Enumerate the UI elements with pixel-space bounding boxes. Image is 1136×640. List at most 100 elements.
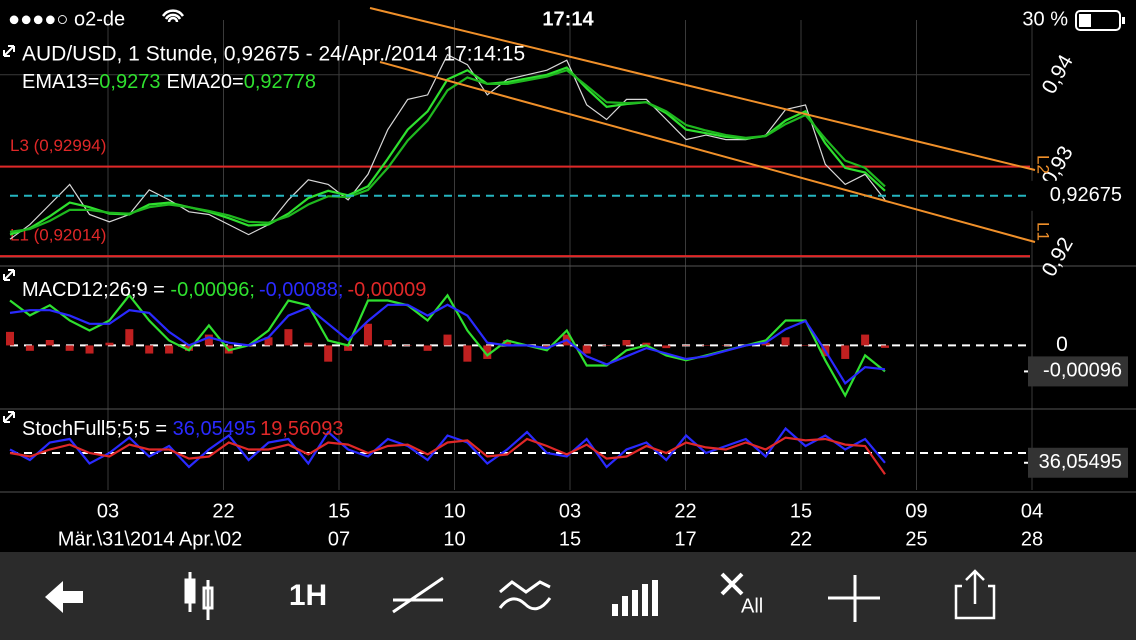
- current-value-box: [1028, 447, 1128, 478]
- wifi-icon: [161, 9, 185, 23]
- battery-percent: 30 %: [1022, 8, 1068, 30]
- ema-label: EMA20=: [166, 71, 243, 93]
- expand-icon[interactable]: [3, 411, 15, 423]
- channel-label: L2: [1034, 155, 1053, 174]
- expand-icon[interactable]: [3, 269, 15, 281]
- histogram-bar: [463, 345, 472, 362]
- indicator-value: -0,00009: [347, 279, 426, 301]
- histogram-bar: [65, 345, 74, 351]
- histogram-bar: [503, 340, 512, 346]
- x-tick-label: 03: [559, 500, 581, 522]
- chart-layer: 03 22 15 10 03 22 15 09 04 Mär.\31\2014 Apr.\02 07…: [0, 20, 1136, 550]
- macd-readout: MACD12;26;9 = -0,00096; -0,00088; -0,00009: [22, 279, 426, 301]
- clear-all-label[interactable]: All: [741, 595, 763, 617]
- x-date-label: 07: [328, 528, 350, 550]
- x-date-label: Mär.\31\2014 Apr.\02: [58, 528, 243, 550]
- histogram-bar: [582, 345, 591, 354]
- indicator-button[interactable]: [498, 580, 552, 611]
- x-date-label: 28: [1021, 528, 1043, 550]
- indicator-value: -0,00088;: [259, 279, 344, 301]
- ema-value: 0,9273: [99, 71, 160, 93]
- histogram-bar: [284, 329, 293, 346]
- histogram-bar: [204, 334, 213, 346]
- clear-all-button[interactable]: All: [720, 572, 763, 617]
- histogram-bar: [383, 340, 392, 346]
- x-tick-label: 15: [790, 500, 812, 522]
- x-tick-label: 15: [328, 500, 350, 522]
- x-tick-label: 10: [443, 500, 465, 522]
- series-line: [9, 426, 886, 469]
- carrier: ●●●●○ o2-de: [8, 8, 125, 30]
- chart-type-button[interactable]: [184, 572, 214, 620]
- x-tick-label: 22: [212, 500, 234, 522]
- volume-button[interactable]: [612, 580, 658, 616]
- current-value-label: 0,92675: [1050, 184, 1122, 206]
- histogram-bar: [264, 337, 273, 346]
- histogram-bar: [125, 329, 134, 346]
- x-tick-label: 22: [674, 500, 696, 522]
- histogram-bar: [622, 340, 631, 346]
- histogram-bar: [682, 345, 691, 346]
- indicator-value: 36,05495: [173, 418, 256, 440]
- histogram-bar: [363, 323, 372, 346]
- draw-line-button[interactable]: [392, 576, 444, 614]
- crosshair-button[interactable]: [828, 575, 880, 622]
- histogram-bar: [165, 345, 174, 354]
- expand-icon[interactable]: [3, 45, 15, 57]
- histogram-bar: [324, 345, 333, 362]
- timeframe-button[interactable]: 1H: [289, 579, 327, 612]
- histogram-bar: [403, 345, 412, 346]
- histogram-bar: [801, 345, 810, 346]
- back-button[interactable]: [45, 581, 83, 613]
- channel-upper: [369, 7, 1036, 171]
- histogram-bar: [25, 345, 34, 351]
- histogram-bar: [881, 345, 889, 348]
- x-tick-label: 09: [905, 500, 927, 522]
- ema-value: 0,92778: [244, 71, 316, 93]
- current-value-box: [1028, 180, 1128, 211]
- series-line: [9, 436, 886, 475]
- histogram-bar: [443, 334, 452, 346]
- indicator-value: -0,00096;: [170, 279, 255, 301]
- x-date-label: 10: [443, 528, 465, 550]
- level-label: L3 (0,92994): [10, 136, 106, 155]
- histogram-bar: [761, 342, 770, 346]
- instrument-title: AUD/USD, 1 Stunde, 0,92675 - 24/Apr./201…: [22, 43, 525, 66]
- x-tick-label: 04: [1021, 500, 1043, 522]
- ema-label: EMA13=: [22, 71, 99, 93]
- share-button[interactable]: [954, 569, 996, 620]
- histogram-bar: [841, 345, 850, 359]
- stoch-readout: StochFull5;5;5 = 36,05495 19,56093: [22, 418, 344, 440]
- histogram-bar: [85, 345, 94, 354]
- histogram-bar: [542, 345, 551, 349]
- battery-tip: [1122, 17, 1125, 24]
- current-value-label: 36,05495: [1039, 451, 1122, 473]
- current-value-box: [1028, 356, 1128, 387]
- histogram-bar: [184, 345, 193, 351]
- channel-lower: [379, 61, 1036, 243]
- series-line: [9, 53, 886, 240]
- histogram-bar: [423, 345, 432, 351]
- channel-label: L1: [1034, 222, 1053, 241]
- histogram-bar: [642, 342, 651, 346]
- series-line: [9, 303, 886, 385]
- histogram-bar: [45, 340, 54, 346]
- histogram-bar: [483, 345, 492, 359]
- histogram-bar: [662, 345, 671, 349]
- x-date-label: 25: [905, 528, 927, 550]
- histogram-bar: [721, 345, 730, 346]
- x-date-label: 15: [559, 528, 581, 550]
- histogram-bar: [861, 334, 870, 346]
- histogram-bar: [344, 345, 353, 351]
- x-date-label: 22: [790, 528, 812, 550]
- x-date-label: 17: [674, 528, 696, 550]
- series-line: [9, 68, 886, 233]
- histogram-bar: [602, 345, 611, 346]
- battery-level: [1079, 14, 1091, 27]
- battery-icon: [1075, 10, 1121, 31]
- histogram-bar: [6, 331, 14, 346]
- ema-readout: EMA13=0,9273 EMA20=0,92778: [22, 71, 316, 93]
- histogram-bar: [145, 345, 154, 354]
